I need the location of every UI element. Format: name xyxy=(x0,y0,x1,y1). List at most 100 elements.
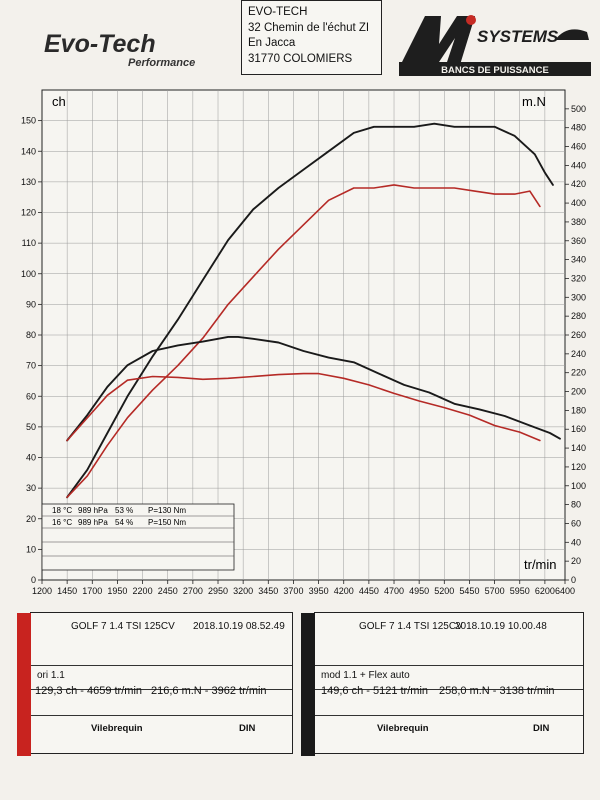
run-power: 129,3 ch - 4659 tr/min xyxy=(35,685,143,697)
curve-power-original xyxy=(66,184,541,499)
curve-torque-original xyxy=(66,372,541,442)
evo-tech-logo: Evo-Tech Performance xyxy=(44,30,195,69)
x-tick-label: 5950 xyxy=(510,586,530,596)
left-tick-label: 0 xyxy=(31,575,36,585)
right-tick-label: 260 xyxy=(571,330,586,340)
left-tick-label: 60 xyxy=(26,391,36,401)
left-tick-label: 130 xyxy=(21,177,36,187)
condition-pressure: 989 hPa xyxy=(78,506,108,515)
grid xyxy=(42,90,565,580)
run-datetime: 2018.10.19 10.00.48 xyxy=(455,621,547,632)
right-tick-label: 440 xyxy=(571,160,586,170)
misystems-dot xyxy=(466,15,476,25)
left-axis-ticks: 0 10 20 30 40 50 60 70 80 90 100 110 120 130 140 150 xyxy=(21,116,42,585)
x-tick-label: 3450 xyxy=(258,586,278,596)
misystems-banner xyxy=(399,62,591,76)
x-tick-label: 1700 xyxy=(82,586,102,596)
run-datetime: 2018.10.19 08.52.49 xyxy=(193,621,285,632)
right-tick-label: 420 xyxy=(571,179,586,189)
left-tick-label: 150 xyxy=(21,116,36,126)
run-color-bar xyxy=(301,613,315,756)
run-vehicle: GOLF 7 1.4 TSI 125CV xyxy=(71,621,175,632)
condition-humidity: 53 % xyxy=(115,506,133,515)
x-tick-label: 1950 xyxy=(107,586,127,596)
condition-p: P=150 Nm xyxy=(148,518,186,527)
curves xyxy=(66,122,561,499)
condition-pressure: 989 hPa xyxy=(78,518,108,527)
right-tick-label: 160 xyxy=(571,424,586,434)
left-tick-label: 140 xyxy=(21,146,36,156)
right-tick-label: 400 xyxy=(571,198,586,208)
left-tick-label: 80 xyxy=(26,330,36,340)
left-tick-label: 90 xyxy=(26,299,36,309)
right-tick-label: 240 xyxy=(571,349,586,359)
x-tick-label: 1200 xyxy=(32,586,52,596)
evo-tech-logo-text: Evo-Tech xyxy=(44,30,156,58)
right-tick-label: 100 xyxy=(571,481,586,491)
run-footer xyxy=(315,715,583,730)
run-label-right: DIN xyxy=(533,723,550,734)
run-torque: 258,0 m.N - 3138 tr/min xyxy=(439,685,555,697)
x-tick-label: 2450 xyxy=(158,586,178,596)
left-tick-label: 120 xyxy=(21,208,36,218)
right-tick-label: 500 xyxy=(571,104,586,114)
x-tick-label: 4950 xyxy=(409,586,429,596)
run-card-modified: GOLF 7 1.4 TSI 125CV 2018.10.19 10.00.48… xyxy=(301,612,584,756)
right-tick-label: 360 xyxy=(571,236,586,246)
left-tick-label: 100 xyxy=(21,269,36,279)
x-tick-label: 4700 xyxy=(384,586,404,596)
x-tick-label: 1450 xyxy=(57,586,77,596)
left-tick-label: 70 xyxy=(26,361,36,371)
run-label-right: DIN xyxy=(239,723,256,734)
x-axis-ticks: 1200 1450 1700 1950 2200 2450 2700 2950 3200 3450… xyxy=(32,580,575,596)
left-axis-label: ch xyxy=(52,94,66,109)
right-tick-label: 340 xyxy=(571,255,586,265)
x-tick-label: 5200 xyxy=(434,586,454,596)
left-tick-label: 50 xyxy=(26,422,36,432)
run-vehicle: GOLF 7 1.4 TSI 125CV xyxy=(359,621,463,632)
right-tick-label: 180 xyxy=(571,405,586,415)
address-box: EVO-TECH 32 Chemin de l'échut ZI En Jacc… xyxy=(241,0,382,75)
left-tick-label: 40 xyxy=(26,453,36,463)
run-program: ori 1.1 xyxy=(31,665,292,690)
x-tick-label: 2950 xyxy=(208,586,228,596)
left-tick-label: 20 xyxy=(26,514,36,524)
address-line: 32 Chemin de l'échut ZI xyxy=(248,21,370,34)
run-torque: 216,6 m.N - 3962 tr/min xyxy=(151,685,267,697)
run-card-original: GOLF 7 1.4 TSI 125CV 2018.10.19 08.52.49… xyxy=(17,612,293,756)
right-tick-label: 480 xyxy=(571,123,586,133)
x-tick-label: 3200 xyxy=(233,586,253,596)
right-tick-label: 460 xyxy=(571,142,586,152)
right-axis-ticks: 0 20 40 60 80 100 120 140 160 180 200 220 240 260 280 3… xyxy=(565,104,586,585)
right-tick-label: 20 xyxy=(571,556,581,566)
right-tick-label: 300 xyxy=(571,292,586,302)
x-tick-label: 5700 xyxy=(485,586,505,596)
x-tick-label: 2700 xyxy=(183,586,203,596)
misystems-logo: mi SYSTEMS BANCS DE PUISSANCE xyxy=(399,15,591,76)
right-tick-label: 120 xyxy=(571,462,586,472)
right-tick-label: 380 xyxy=(571,217,586,227)
right-tick-label: 40 xyxy=(571,537,581,547)
right-tick-label: 320 xyxy=(571,273,586,283)
run-program: mod 1.1 + Flex auto xyxy=(315,665,583,690)
run-label-left: Vilebrequin xyxy=(377,723,429,734)
right-tick-label: 280 xyxy=(571,311,586,321)
right-axis-label: m.N xyxy=(522,94,546,109)
x-axis-label: tr/min xyxy=(524,557,557,572)
right-tick-label: 60 xyxy=(571,518,581,528)
condition-temp: 16 °C xyxy=(52,518,72,527)
right-tick-label: 200 xyxy=(571,387,586,397)
left-tick-label: 110 xyxy=(22,238,36,248)
right-tick-label: 140 xyxy=(571,443,586,453)
run-footer xyxy=(31,715,292,730)
left-tick-label: 10 xyxy=(26,544,36,554)
run-power: 149,6 ch - 5121 tr/min xyxy=(321,685,429,697)
address-line: En Jacca xyxy=(248,37,296,49)
misystems-wordmark: SYSTEMS xyxy=(477,27,559,46)
conditions-table: 18 °C 989 hPa 53 % P=130 Nm 16 °C 989 hP… xyxy=(41,503,235,571)
car-silhouette-icon xyxy=(555,29,589,40)
x-tick-label: 5450 xyxy=(459,586,479,596)
misystems-banner-text: BANCS DE PUISSANCE xyxy=(441,65,549,76)
run-label-left: Vilebrequin xyxy=(91,723,143,734)
condition-temp: 18 °C xyxy=(52,506,72,515)
